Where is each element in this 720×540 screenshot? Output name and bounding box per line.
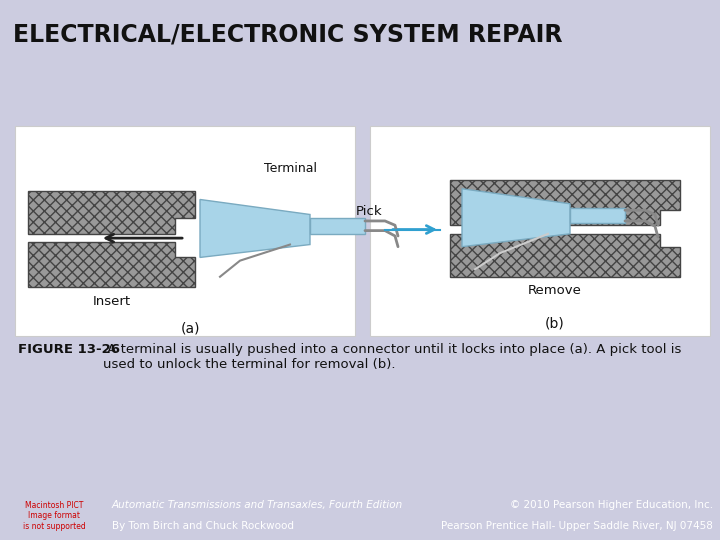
- Text: Remove: Remove: [528, 284, 582, 297]
- Polygon shape: [450, 234, 680, 276]
- Text: Pearson Prentice Hall- Upper Saddle River, NJ 07458: Pearson Prentice Hall- Upper Saddle Rive…: [441, 522, 713, 531]
- Text: (b): (b): [545, 316, 565, 330]
- FancyBboxPatch shape: [570, 208, 625, 223]
- Text: © 2010 Pearson Higher Education, Inc.: © 2010 Pearson Higher Education, Inc.: [510, 500, 713, 510]
- Text: ELECTRICAL/ELECTRONIC SYSTEM REPAIR: ELECTRICAL/ELECTRONIC SYSTEM REPAIR: [13, 22, 562, 46]
- Text: A terminal is usually pushed into a connector until it locks into place (a). A p: A terminal is usually pushed into a conn…: [103, 343, 681, 372]
- Polygon shape: [28, 191, 195, 234]
- Polygon shape: [200, 199, 310, 258]
- Text: Pick: Pick: [356, 205, 382, 218]
- FancyBboxPatch shape: [15, 126, 355, 336]
- FancyBboxPatch shape: [310, 218, 365, 234]
- Text: FIGURE 13-26: FIGURE 13-26: [18, 343, 120, 356]
- Text: Automatic Transmissions and Transaxles, Fourth Edition: Automatic Transmissions and Transaxles, …: [112, 500, 403, 510]
- Polygon shape: [450, 180, 680, 225]
- Text: Insert: Insert: [93, 295, 131, 308]
- Polygon shape: [462, 189, 570, 247]
- Text: By Tom Birch and Chuck Rockwood: By Tom Birch and Chuck Rockwood: [112, 522, 294, 531]
- Text: Macintosh PICT
Image format
is not supported: Macintosh PICT Image format is not suppo…: [23, 501, 86, 531]
- FancyBboxPatch shape: [370, 126, 710, 336]
- Text: (a): (a): [180, 322, 199, 336]
- Polygon shape: [28, 242, 195, 287]
- Text: Terminal: Terminal: [264, 162, 317, 175]
